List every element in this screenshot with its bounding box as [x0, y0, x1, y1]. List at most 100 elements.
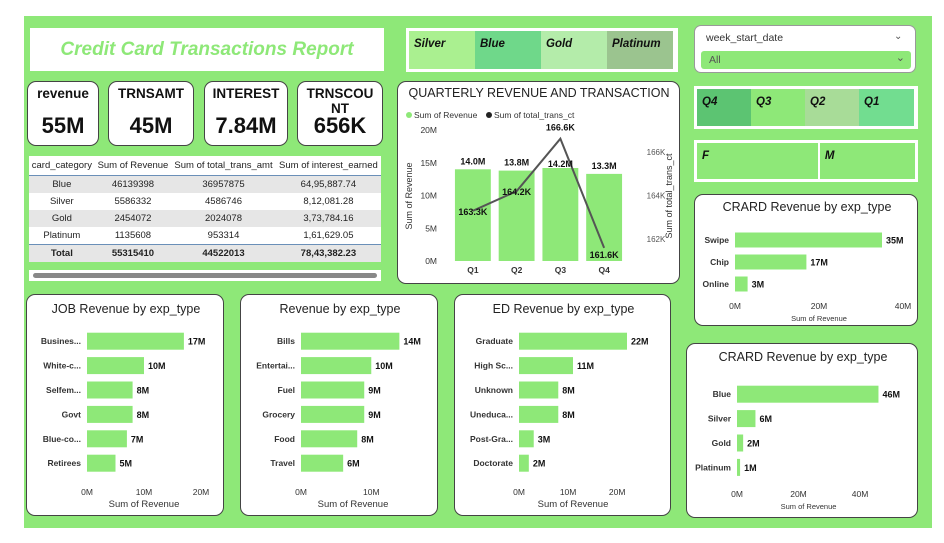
line-data-label: 164.2K	[502, 187, 532, 197]
chart-title: JOB Revenue by exp_type	[52, 302, 201, 316]
matrix-cell: 5586332	[114, 196, 152, 207]
data-label: 8M	[137, 410, 150, 420]
y-tick-label: 0M	[425, 256, 437, 266]
bar	[737, 385, 879, 403]
data-label: 13.8M	[504, 158, 529, 168]
matrix-scrollbar-thumb[interactable]	[33, 273, 377, 278]
quarterly-chart: QUARTERLY REVENUE AND TRANSACTION Sum of …	[404, 86, 674, 275]
bar	[301, 405, 365, 423]
slicer-item-q4[interactable]: Q4	[697, 89, 751, 126]
bar	[737, 458, 741, 476]
category-label: Platinum	[695, 462, 731, 472]
bar	[735, 276, 748, 292]
x-tick-label: 0M	[729, 301, 741, 311]
matrix-cell: Gold	[29, 210, 95, 227]
matrix-header[interactable]: Sum of total_trans_amt	[171, 156, 276, 176]
matrix-header[interactable]: Sum of Revenue	[94, 156, 172, 176]
week-slicer-label: week_start_date	[706, 32, 784, 44]
matrix-row: Silver 5586332 4586746 8,12,081.28	[29, 193, 381, 210]
card-exp-chart-card: CRARD Revenue by exp_type Swipe 35M Chip 17M…	[694, 194, 918, 326]
kpi-label: TRNSCOUNT	[306, 86, 374, 116]
rev-exp-chart: Revenue by exp_type Bills 14M Entertai... 10…	[256, 302, 421, 510]
data-label: 6M	[347, 459, 360, 469]
category-label: Bills	[277, 336, 295, 346]
data-label: 8M	[562, 410, 575, 420]
data-label: 3M	[752, 280, 765, 290]
matrix-cell: 8,12,081.28	[303, 196, 354, 207]
bar	[519, 332, 627, 350]
matrix-cell: 4586746	[205, 196, 242, 207]
slicer-item-blue[interactable]: Blue	[475, 31, 541, 69]
card-category-slicer: Silver Blue Gold Platinum	[406, 28, 678, 72]
matrix-cell: 2454072	[94, 210, 172, 227]
bar	[519, 430, 534, 448]
slicer-item-f[interactable]: F	[697, 143, 818, 179]
bar	[454, 169, 491, 261]
slicer-item-gold[interactable]: Gold	[541, 31, 607, 69]
matrix-cell: 64,95,887.74	[275, 175, 381, 193]
report-title-box: Credit Card Transactions Report	[30, 28, 384, 71]
matrix-total-cell: 55315410	[94, 244, 172, 262]
matrix-cell: Platinum	[43, 230, 81, 241]
x-axis-title: Sum of Revenue	[781, 502, 837, 511]
chart-title: ED Revenue by exp_type	[493, 302, 635, 316]
matrix-header[interactable]: card_category	[29, 156, 95, 176]
y-tick-label: 5M	[425, 223, 437, 233]
x-tick-label: Q1	[467, 265, 479, 275]
slicer-item-q2[interactable]: Q2	[805, 89, 859, 126]
category-label: Retirees	[47, 458, 81, 468]
x-tick-label: Q2	[511, 265, 523, 275]
slicer-item-platinum[interactable]: Platinum	[607, 31, 673, 69]
slicer-item-q1[interactable]: Q1	[859, 89, 914, 126]
matrix-scrollbar-track[interactable]	[29, 270, 381, 281]
matrix-header[interactable]: Sum of interest_earned	[275, 156, 381, 176]
matrix-cell: Silver	[49, 196, 74, 207]
category-label: Busines...	[41, 336, 81, 346]
category-label: Unknown	[475, 385, 513, 395]
matrix-total-row: Total 55315410 44522013 78,43,382.23	[29, 244, 381, 262]
bar	[301, 381, 365, 399]
slicer-item-m[interactable]: M	[819, 143, 915, 179]
matrix-cell: 953314	[207, 230, 240, 241]
bar	[301, 332, 400, 350]
x-tick-label: 20M	[609, 487, 626, 497]
chart-title: Revenue by exp_type	[280, 302, 401, 316]
week-slicer-dropdown[interactable]: All ⌄	[701, 51, 911, 69]
matrix-total-cell: 44522013	[171, 244, 276, 262]
data-label: 2M	[533, 459, 546, 469]
matrix-cell: 36957875	[171, 175, 276, 193]
x-tick-label: 20M	[811, 301, 828, 311]
report-title: Credit Card Transactions Report	[60, 38, 354, 60]
card-cat-chart: CRARD Revenue by exp_type Blue 46M Silver 6M…	[695, 350, 900, 511]
kpi-value: 55M	[41, 113, 85, 138]
x-tick-label: 10M	[363, 487, 380, 497]
x-tick-label: 0M	[731, 489, 743, 499]
job-chart-card: JOB Revenue by exp_type Busines... 17M Whit…	[26, 294, 224, 516]
x-tick-label: 0M	[81, 487, 93, 497]
slicer-item-silver[interactable]: Silver	[409, 31, 475, 69]
matrix-row: Gold 2454072 2024078 3,73,784.16	[29, 210, 381, 227]
slicer-item-q3[interactable]: Q3	[751, 89, 805, 126]
matrix-cell: Blue	[29, 175, 95, 193]
gender-slicer: F M	[694, 140, 918, 182]
kpi-label: INTEREST	[212, 86, 280, 101]
series-line	[472, 136, 606, 249]
category-label: Travel	[270, 458, 295, 468]
data-label: 3M	[538, 434, 551, 444]
matrix-row: Blue 46139398 36957875 64,95,887.74	[29, 175, 381, 193]
legend-label: Sum of total_trans_ct	[494, 110, 575, 120]
data-label: 2M	[747, 439, 760, 449]
ed-chart: ED Revenue by exp_type Graduate 22M High Sc…	[470, 302, 649, 510]
data-label: 5M	[120, 459, 133, 469]
category-label: Post-Gra...	[470, 434, 513, 444]
data-label: 9M	[368, 410, 381, 420]
bar	[737, 410, 756, 428]
bar	[737, 434, 744, 452]
category-label: Blue	[713, 389, 732, 399]
x-tick-label: 20M	[193, 487, 210, 497]
y-axis-title: Sum of Revenue	[404, 162, 414, 229]
quarterly-chart-card: QUARTERLY REVENUE AND TRANSACTION Sum of …	[397, 81, 680, 284]
x-tick-label: 10M	[136, 487, 153, 497]
card-cat-chart-card: CRARD Revenue by exp_type Blue 46M Silver 6M…	[686, 343, 918, 518]
chevron-down-icon[interactable]: ⌄	[894, 31, 903, 42]
